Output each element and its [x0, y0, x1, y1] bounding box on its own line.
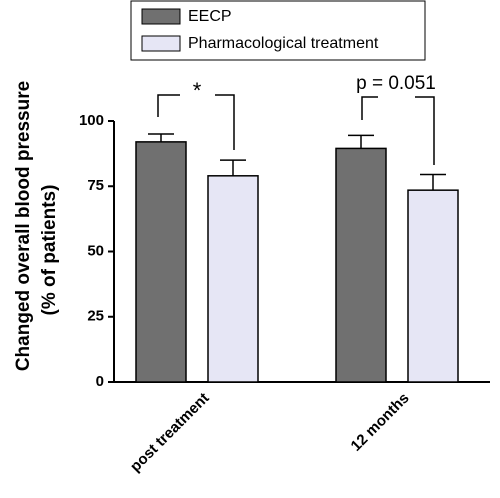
x-tick-label: post treatment — [127, 390, 213, 476]
y-tick-label: 75 — [87, 177, 104, 194]
y-tick-label: 50 — [87, 242, 104, 259]
y-tick-label: 0 — [96, 373, 104, 390]
x-tick-label: 12 months — [348, 390, 413, 455]
annotation: p = 0.051 — [356, 73, 436, 94]
significance-bracket — [157, 94, 235, 150]
significance-bracket — [361, 96, 435, 165]
error-bar — [420, 173, 446, 191]
bar — [135, 141, 187, 383]
legend-label: Pharmacological treatment — [188, 35, 379, 52]
bar — [207, 175, 259, 383]
y-axis-label: (% of patients) — [39, 185, 60, 316]
annotation: * — [193, 78, 202, 103]
legend-label: EECP — [188, 8, 232, 25]
bar — [407, 189, 459, 383]
y-tick-label: 100 — [79, 112, 104, 129]
error-bar — [148, 133, 174, 142]
legend-swatch — [141, 8, 181, 25]
y-axis-label: Changed overall blood pressure — [13, 81, 34, 371]
legend-swatch — [141, 35, 181, 52]
error-bar — [348, 134, 374, 149]
y-tick-label: 25 — [87, 308, 104, 325]
bar — [335, 147, 387, 383]
error-bar — [220, 159, 246, 176]
